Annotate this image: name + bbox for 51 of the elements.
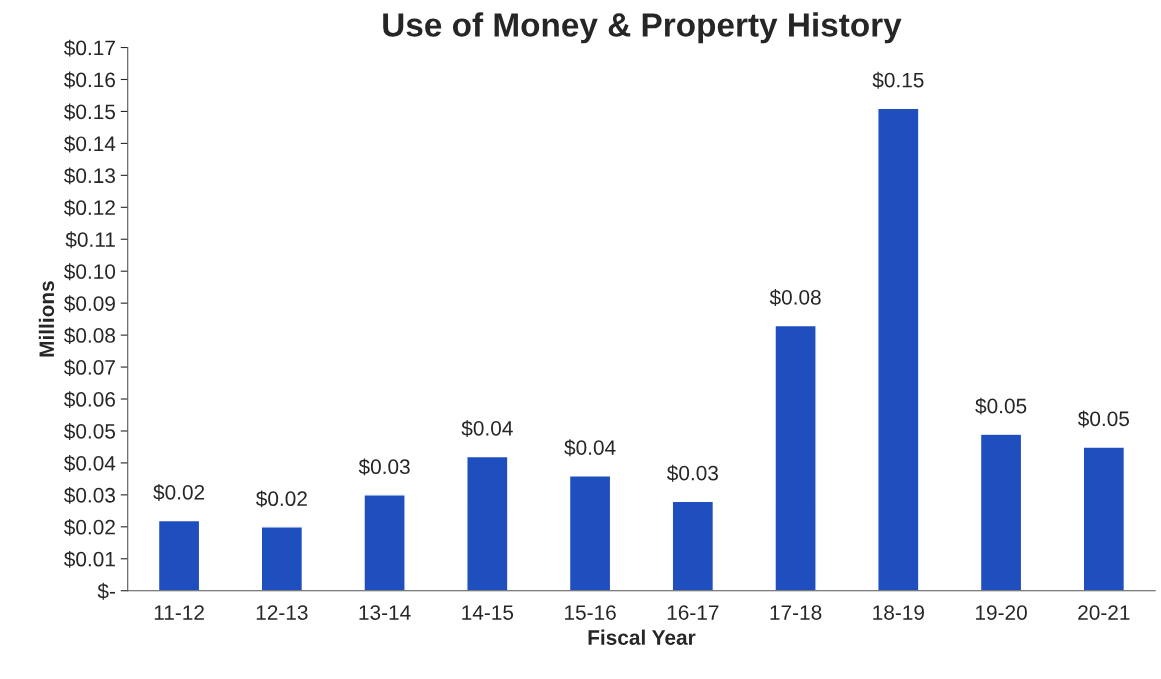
bar bbox=[260, 526, 304, 591]
y-tick-label: $0.08 bbox=[64, 327, 115, 345]
x-tick-label: 20-21 bbox=[1078, 605, 1130, 620]
bar bbox=[979, 433, 1023, 591]
y-tick-label: $0.07 bbox=[64, 359, 115, 377]
x-tick-label: 15-16 bbox=[565, 605, 616, 620]
y-axis-title: Millions bbox=[38, 281, 55, 357]
bar bbox=[877, 107, 920, 591]
y-tick-label: $0.04 bbox=[64, 455, 116, 472]
y-tick-label: $0.17 bbox=[64, 39, 115, 57]
x-axis-title: Fiscal Year bbox=[588, 629, 696, 645]
data-label: $0.04 bbox=[564, 439, 616, 457]
data-label: $0.05 bbox=[1077, 410, 1130, 428]
x-tick-label: 17-18 bbox=[770, 605, 822, 620]
y-tick-label: $- bbox=[97, 582, 115, 600]
y-tick-label: $0.05 bbox=[64, 423, 116, 440]
x-tick-label: 12-13 bbox=[256, 605, 308, 620]
y-tick-label: $0.06 bbox=[64, 391, 115, 409]
y-tick-label: $0.13 bbox=[64, 167, 115, 185]
bar bbox=[774, 324, 817, 591]
bar bbox=[1082, 446, 1126, 591]
data-label: $0.04 bbox=[461, 420, 513, 437]
y-tick-label: $0.02 bbox=[64, 518, 115, 536]
y-tick-label: $0.01 bbox=[64, 550, 115, 568]
x-tick-label: 16-17 bbox=[667, 605, 719, 620]
bar bbox=[671, 500, 715, 591]
data-label: $0.02 bbox=[255, 490, 307, 508]
chart-title: Use of Money & Property History bbox=[383, 12, 902, 44]
x-tick-label: 14-15 bbox=[462, 605, 514, 620]
bar bbox=[157, 519, 201, 591]
data-label: $0.08 bbox=[769, 289, 821, 306]
y-tick-label: $0.11 bbox=[65, 231, 115, 249]
y-tick-label: $0.16 bbox=[64, 71, 115, 89]
y-tick-label: $0.10 bbox=[64, 263, 116, 281]
bar bbox=[568, 475, 612, 591]
y-tick-label: $0.12 bbox=[64, 199, 115, 217]
x-tick-label: 13-14 bbox=[359, 605, 411, 620]
data-label: $0.03 bbox=[358, 458, 410, 476]
x-tick-label: 19-20 bbox=[976, 605, 1027, 620]
y-tick-label: $0.14 bbox=[64, 135, 116, 153]
data-label: $0.02 bbox=[153, 484, 205, 501]
x-tick-label: 11-12 bbox=[154, 605, 204, 620]
data-label: $0.15 bbox=[872, 71, 924, 89]
bar bbox=[363, 494, 406, 591]
x-tick-label: 18-19 bbox=[873, 605, 924, 620]
y-tick-label: $0.03 bbox=[64, 487, 115, 504]
bar bbox=[466, 455, 509, 591]
data-label: $0.05 bbox=[975, 397, 1027, 415]
y-tick-label: $0.15 bbox=[64, 103, 116, 121]
y-tick-label: $0.09 bbox=[64, 295, 115, 313]
data-label: $0.03 bbox=[666, 464, 718, 482]
